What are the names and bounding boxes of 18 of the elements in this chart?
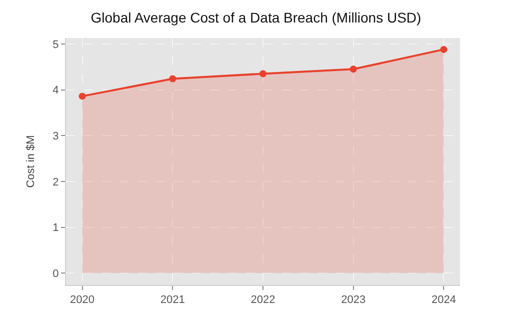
x-tick-label: 2024 — [431, 294, 456, 306]
y-tick-label: 5 — [52, 38, 59, 51]
y-tick-label: 1 — [52, 222, 59, 234]
y-tick-label: 4 — [52, 84, 59, 97]
point — [78, 92, 86, 100]
x-tick-label: 2023 — [341, 294, 366, 306]
point — [169, 75, 176, 82]
chart-title: Global Average Cost of a Data Breach (Millions USD) — [90, 10, 422, 26]
y-tick-label: 0 — [52, 268, 59, 280]
y-tick-label: 3 — [52, 130, 59, 142]
x-tick-label: 2021 — [160, 294, 185, 306]
point — [440, 46, 448, 53]
x-tick-label: 2022 — [250, 294, 276, 306]
x-tick-label: 2020 — [70, 294, 95, 306]
point — [350, 66, 357, 73]
point — [260, 70, 266, 78]
y-tick-label: 2 — [52, 176, 59, 188]
y-axis-title: Cost in $M — [25, 135, 37, 188]
